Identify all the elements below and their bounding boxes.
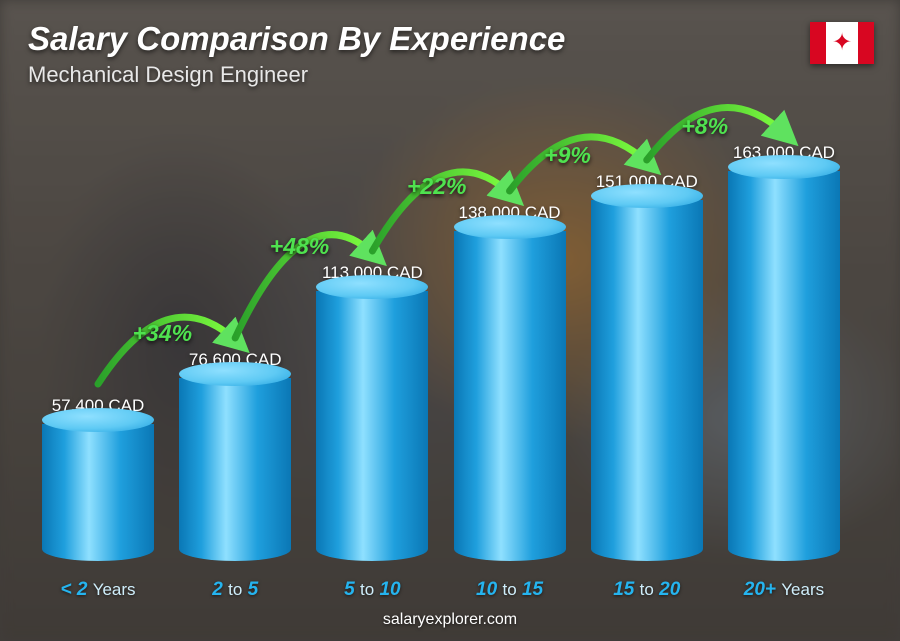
increment-label: +8% xyxy=(681,113,728,140)
bar-body xyxy=(316,291,428,561)
x-axis-label: 15 to 20 xyxy=(587,579,707,601)
x-axis-label: 2 to 5 xyxy=(175,579,295,601)
bar-top-ellipse xyxy=(179,362,291,386)
increment-label: +9% xyxy=(544,142,591,169)
bar-chart: 57,400 CAD76,600 CAD113,000 CAD138,000 C… xyxy=(38,121,844,561)
bar xyxy=(179,378,291,561)
bar-body xyxy=(728,171,840,561)
bar-body xyxy=(42,424,154,561)
country-flag-canada: ✦ xyxy=(810,22,874,64)
bar-slot: 76,600 CAD xyxy=(175,350,295,561)
footer-source: salaryexplorer.com xyxy=(0,611,900,629)
bar-body xyxy=(454,231,566,561)
x-axis: < 2 Years 2 to 5 5 to 10 10 to 15 15 to 20 20… xyxy=(38,579,844,601)
flag-band-right xyxy=(858,22,874,64)
bar xyxy=(591,200,703,561)
page-title: Salary Comparison By Experience xyxy=(28,20,565,58)
page-subtitle: Mechanical Design Engineer xyxy=(28,62,565,88)
bar-slot: 113,000 CAD xyxy=(312,263,432,561)
flag-band-left xyxy=(810,22,826,64)
title-block: Salary Comparison By Experience Mechanic… xyxy=(28,20,565,88)
bar-top-ellipse xyxy=(316,275,428,299)
maple-leaf-icon: ✦ xyxy=(832,31,852,55)
increment-label: +22% xyxy=(407,173,466,200)
x-axis-label: 5 to 10 xyxy=(312,579,432,601)
bar-body xyxy=(179,378,291,561)
flag-center: ✦ xyxy=(826,22,858,64)
bar-body xyxy=(591,200,703,561)
bar xyxy=(316,291,428,561)
x-axis-label: 10 to 15 xyxy=(450,579,570,601)
x-axis-label: 20+ Years xyxy=(724,579,844,601)
bar-slot: 151,000 CAD xyxy=(587,172,707,561)
increment-label: +34% xyxy=(133,320,192,347)
bar xyxy=(728,171,840,561)
bar-top-ellipse xyxy=(454,215,566,239)
bar-top-ellipse xyxy=(591,184,703,208)
content-root: Salary Comparison By Experience Mechanic… xyxy=(0,0,900,641)
bar xyxy=(42,424,154,561)
bar-top-ellipse xyxy=(42,408,154,432)
bar-slot: 57,400 CAD xyxy=(38,396,158,561)
increment-label: +48% xyxy=(270,233,329,260)
bar xyxy=(454,231,566,561)
bar-slot: 163,000 CAD xyxy=(724,143,844,561)
bar-slot: 138,000 CAD xyxy=(450,203,570,561)
x-axis-label: < 2 Years xyxy=(38,579,158,601)
bar-top-ellipse xyxy=(728,155,840,179)
